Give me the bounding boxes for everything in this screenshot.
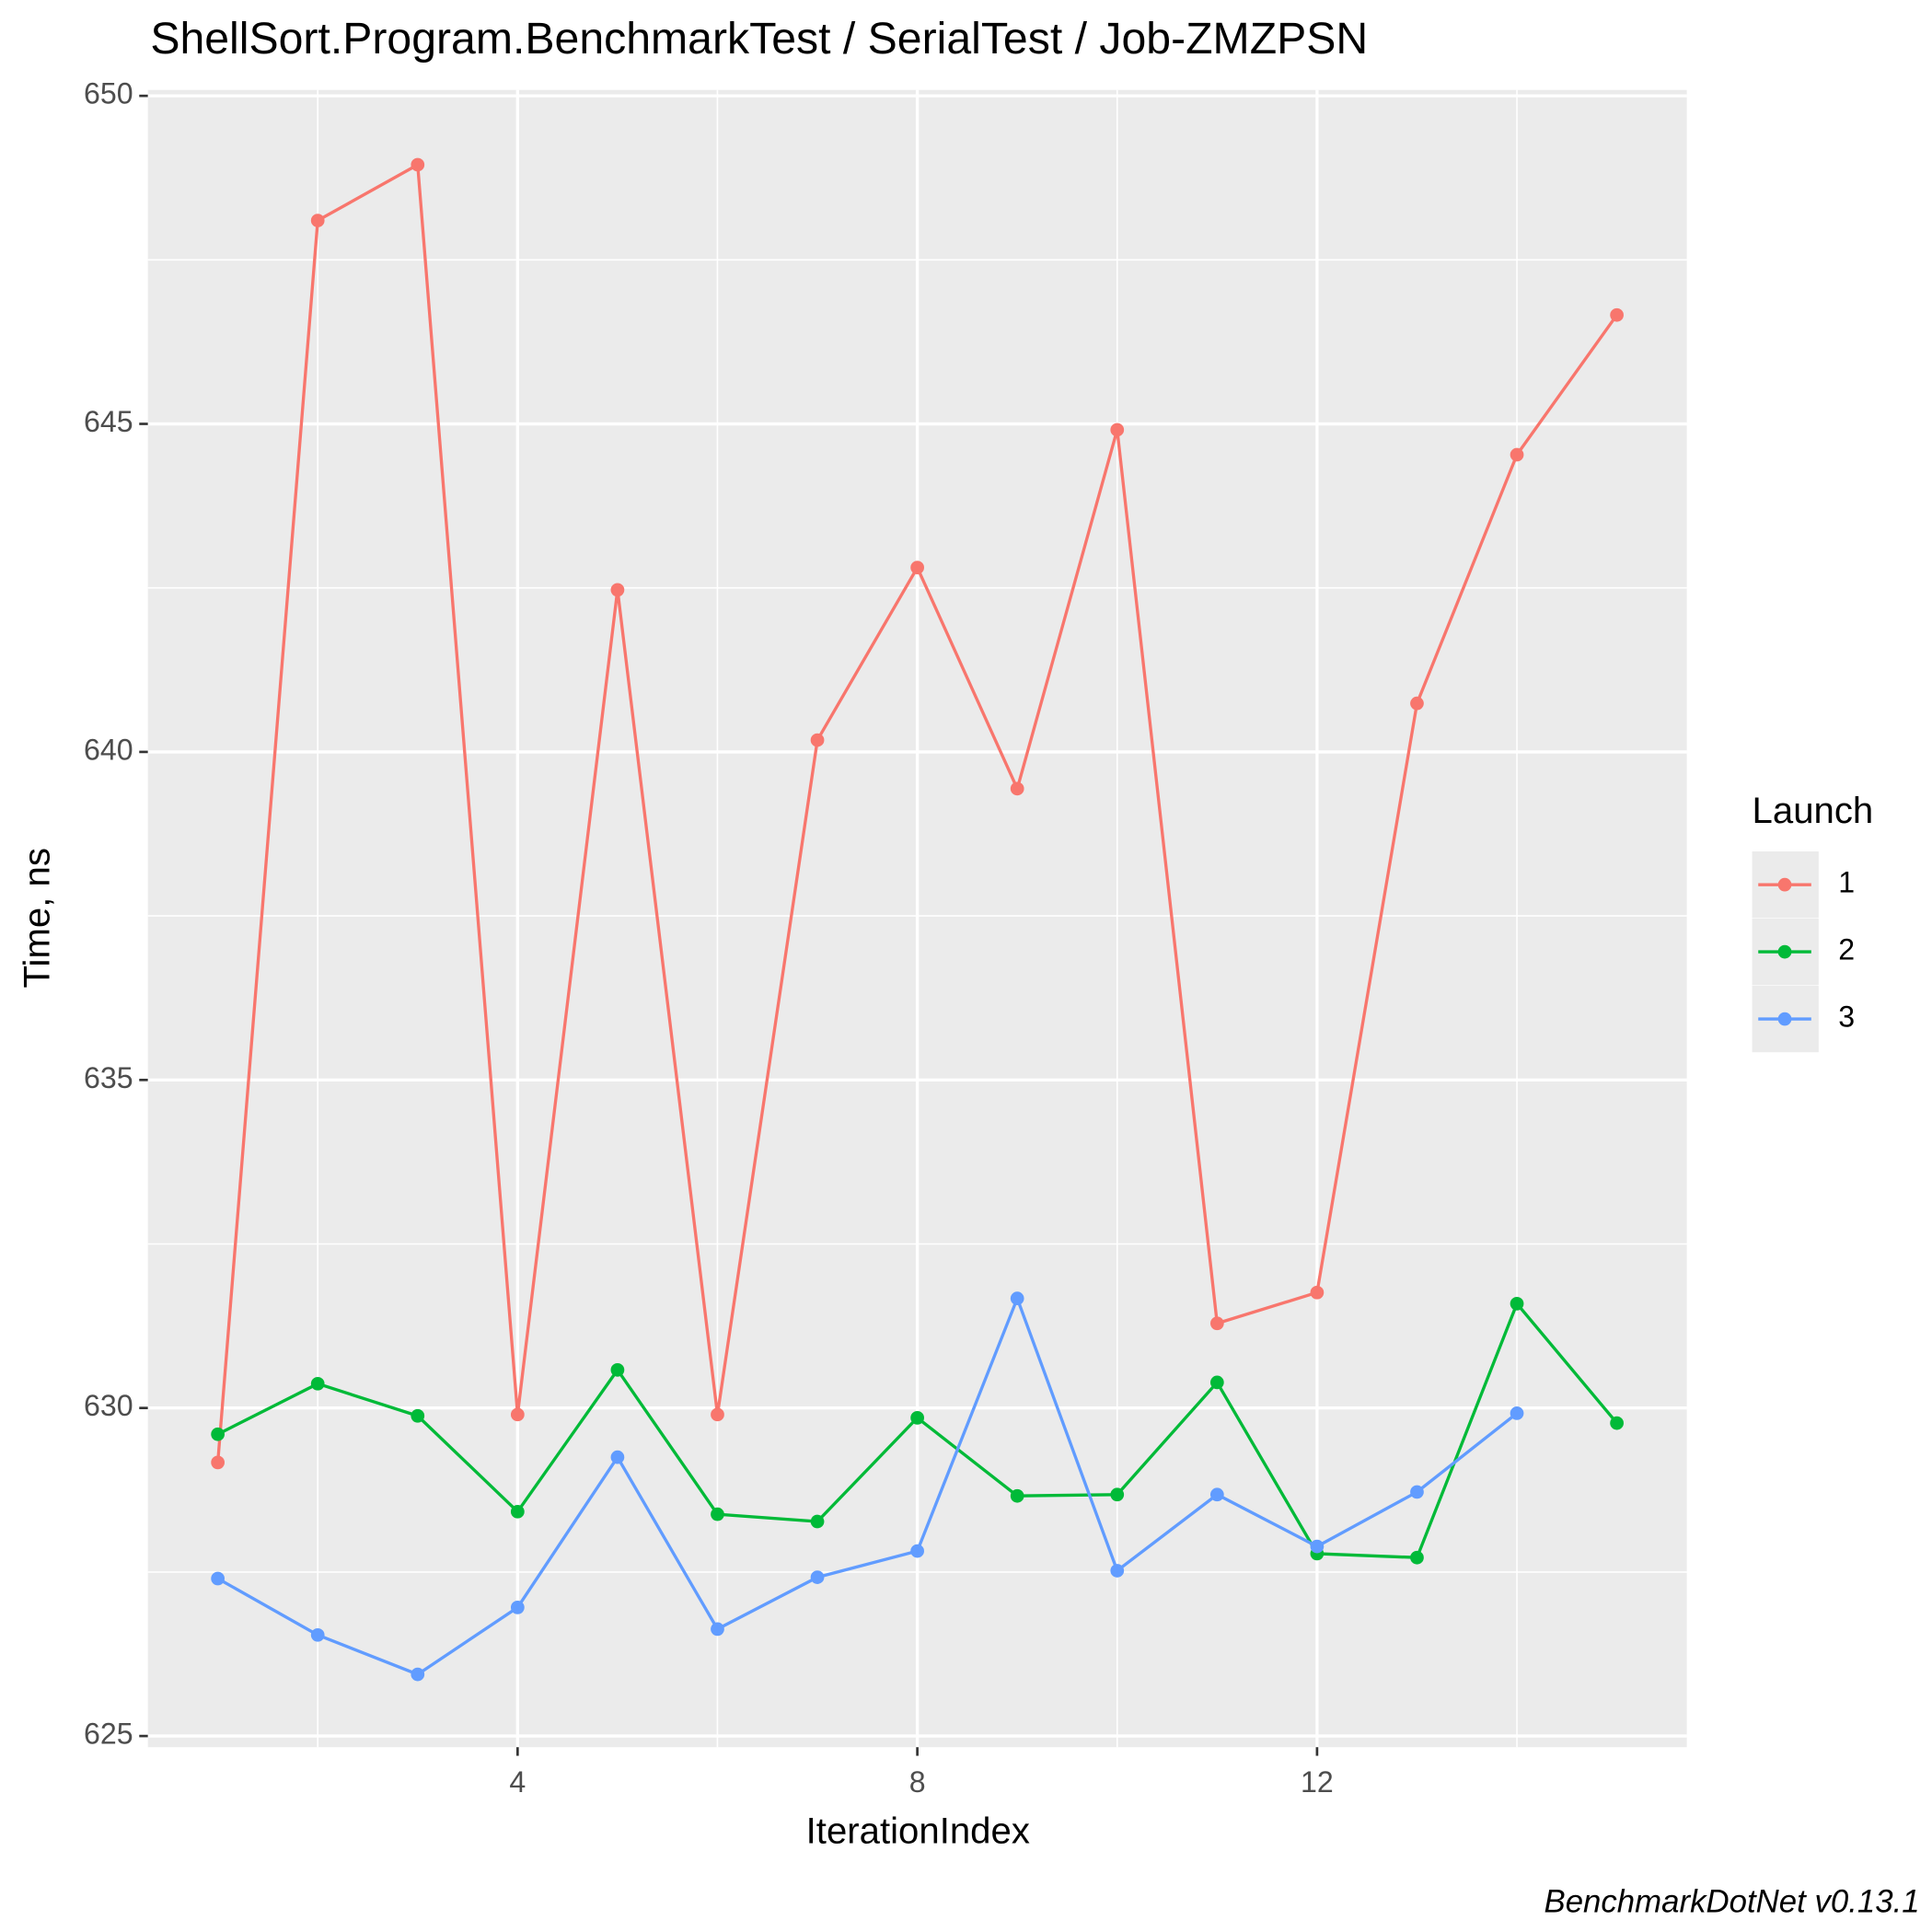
- x-axis-label: IterationIndex: [806, 1811, 1030, 1852]
- data-point: [1510, 1297, 1524, 1311]
- y-tick-label: 640: [84, 733, 133, 766]
- x-tick-label: 12: [1301, 1765, 1334, 1799]
- data-point: [610, 1362, 625, 1377]
- data-point: [510, 1407, 525, 1422]
- x-tick-label: 8: [909, 1765, 926, 1799]
- data-point: [1510, 1406, 1524, 1420]
- data-point: [711, 1622, 724, 1637]
- legend-key-point: [1777, 944, 1792, 959]
- data-point: [1110, 1487, 1125, 1502]
- y-tick-label: 650: [84, 77, 133, 110]
- data-point: [1209, 1316, 1224, 1331]
- data-point: [1410, 1550, 1424, 1565]
- data-point: [510, 1601, 525, 1614]
- data-point: [1610, 1416, 1624, 1430]
- data-point: [1510, 447, 1524, 462]
- data-point: [1010, 1488, 1024, 1503]
- legend-key-point: [1777, 1012, 1792, 1026]
- data-point: [1010, 1291, 1024, 1306]
- data-point: [810, 1570, 825, 1584]
- data-point: [211, 1571, 225, 1586]
- legend-label: 2: [1838, 933, 1855, 966]
- data-point: [411, 157, 425, 172]
- data-point: [310, 1376, 325, 1391]
- data-point: [711, 1507, 724, 1521]
- data-point: [310, 1627, 325, 1642]
- data-point: [1410, 696, 1424, 711]
- footnote: BenchmarkDotNet v0.13.1: [1544, 1883, 1920, 1919]
- data-point: [910, 1544, 924, 1558]
- data-point: [211, 1455, 225, 1470]
- data-point: [1110, 422, 1125, 437]
- data-point: [1010, 781, 1024, 796]
- series-line: [216, 1293, 1519, 1676]
- y-tick-label: 630: [84, 1389, 133, 1422]
- legend-label: 3: [1838, 1001, 1855, 1034]
- data-point: [1410, 1485, 1424, 1499]
- data-point: [910, 561, 924, 574]
- data-point: [310, 214, 325, 227]
- data-point: [211, 1427, 225, 1441]
- legend-label: 1: [1838, 866, 1855, 899]
- data-point: [610, 1450, 625, 1464]
- x-tick-label: 4: [509, 1765, 526, 1799]
- data-point: [810, 1514, 825, 1529]
- data-point: [510, 1504, 525, 1519]
- data-point: [810, 733, 825, 747]
- legend-key-point: [1777, 877, 1792, 892]
- y-axis-label: Time, ns: [16, 848, 57, 988]
- y-tick-label: 645: [84, 405, 133, 438]
- data-point: [1209, 1375, 1224, 1390]
- y-tick-label: 625: [84, 1718, 133, 1751]
- data-point: [711, 1407, 724, 1422]
- data-point: [1310, 1285, 1325, 1300]
- data-point: [610, 583, 625, 597]
- data-point: [1310, 1539, 1325, 1554]
- data-point: [1209, 1487, 1224, 1502]
- y-tick-label: 635: [84, 1061, 133, 1094]
- data-point: [411, 1408, 425, 1423]
- data-point: [1610, 307, 1624, 322]
- legend-title: Launch: [1753, 790, 1874, 831]
- chart-title: ShellSort.Program.BenchmarkTest / Serial…: [150, 14, 1368, 64]
- data-point: [411, 1667, 425, 1682]
- data-point: [910, 1411, 924, 1425]
- data-point: [1110, 1564, 1125, 1578]
